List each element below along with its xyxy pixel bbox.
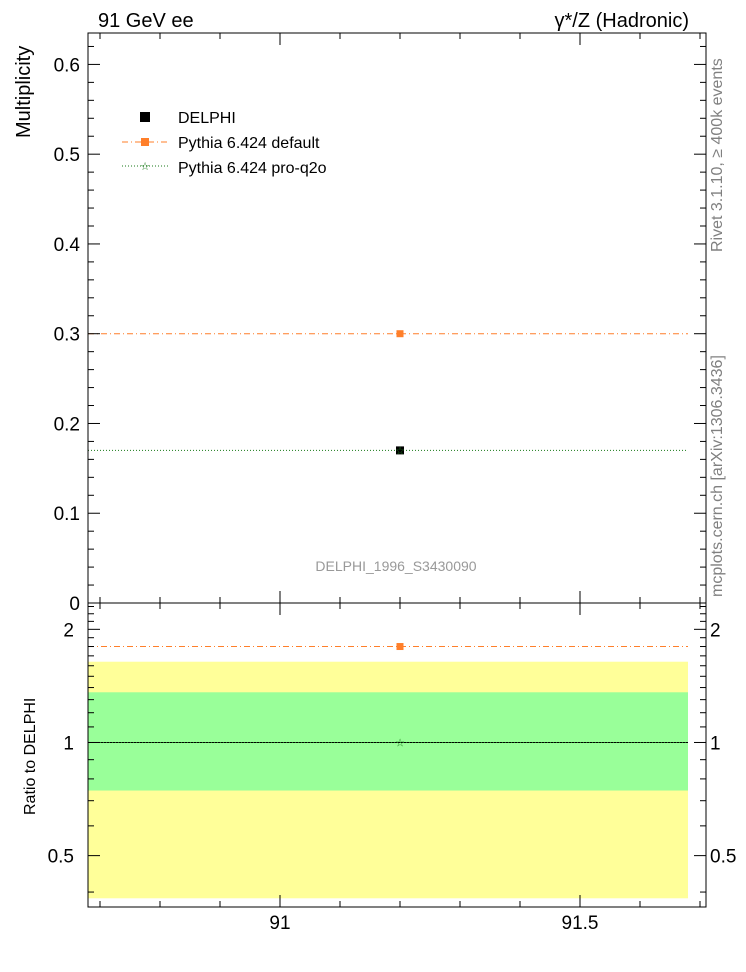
ratio-y-tick-label-right: 2 (710, 620, 721, 641)
legend-marker-pythia-pro-q2o: ☆ (140, 161, 150, 173)
main-marker-0 (396, 446, 404, 455)
header-right: γ*/Z (Hadronic) (555, 10, 689, 32)
ratio-y-tick-label-left: 0.5 (48, 847, 74, 868)
legend: DELPHI Pythia 6.424 default ☆ Pythia 6.4… (122, 110, 327, 177)
main-y-tick-label: 0.1 (54, 504, 80, 525)
main-y-tick-label: 0.5 (54, 145, 80, 166)
header-left: 91 GeV ee (98, 10, 194, 32)
main-axis-ticks: 0 0.1 0.2 0.3 0.4 0.5 0.6 (54, 33, 706, 615)
legend-label-pythia-default: Pythia 6.424 default (178, 135, 320, 152)
legend-marker-delphi (140, 112, 150, 122)
main-series-lines (88, 333, 688, 451)
ratio-y-tick-label-left: 2 (63, 620, 74, 641)
ratio-plot-frame (87, 602, 707, 908)
ratio-y-axis-label: Ratio to DELPHI (22, 698, 39, 815)
main-y-tick-label: 0 (69, 594, 80, 615)
main-y-tick-label: 0.2 (54, 414, 80, 435)
ratio-bands (88, 661, 688, 899)
main-y-tick-label: 0.4 (54, 235, 81, 256)
ratio-axis-ticks: 91 91.5 0.5 0.5 1 1 2 2 (48, 603, 736, 934)
main-y-tick-label: 0.6 (54, 55, 80, 76)
x-tick-label: 91.5 (562, 913, 599, 934)
main-y-axis-label: Multiplicity (13, 46, 35, 138)
ratio-marker-1: ☆ (395, 737, 405, 749)
main-y-tick-label: 0.3 (54, 325, 80, 346)
analysis-watermark: DELPHI_1996_S3430090 (315, 558, 476, 574)
ratio-band-inner (88, 692, 688, 791)
ratio-marker-0 (396, 643, 404, 651)
mcplots-info: mcplots.cern.ch [arXiv:1306.3436] (709, 355, 726, 597)
ratio-y-tick-label-right: 1 (710, 733, 721, 754)
rivet-info: Rivet 3.1.10, ≥ 400k events (709, 58, 726, 252)
ratio-y-tick-label-right: 0.5 (710, 847, 736, 868)
main-marker-2: ☆ (395, 445, 405, 457)
ratio-markers: ☆ (395, 643, 405, 749)
ratio-series-lines (88, 646, 688, 743)
x-tick-label: 91 (269, 913, 290, 934)
legend-marker-pythia-default (141, 138, 149, 146)
main-markers: ☆ (395, 330, 405, 457)
main-marker-1 (396, 330, 404, 338)
ratio-y-tick-label-left: 1 (63, 733, 74, 754)
legend-label-delphi: DELPHI (178, 110, 236, 127)
legend-label-pythia-pro-q2o: Pythia 6.424 pro-q2o (178, 160, 327, 177)
